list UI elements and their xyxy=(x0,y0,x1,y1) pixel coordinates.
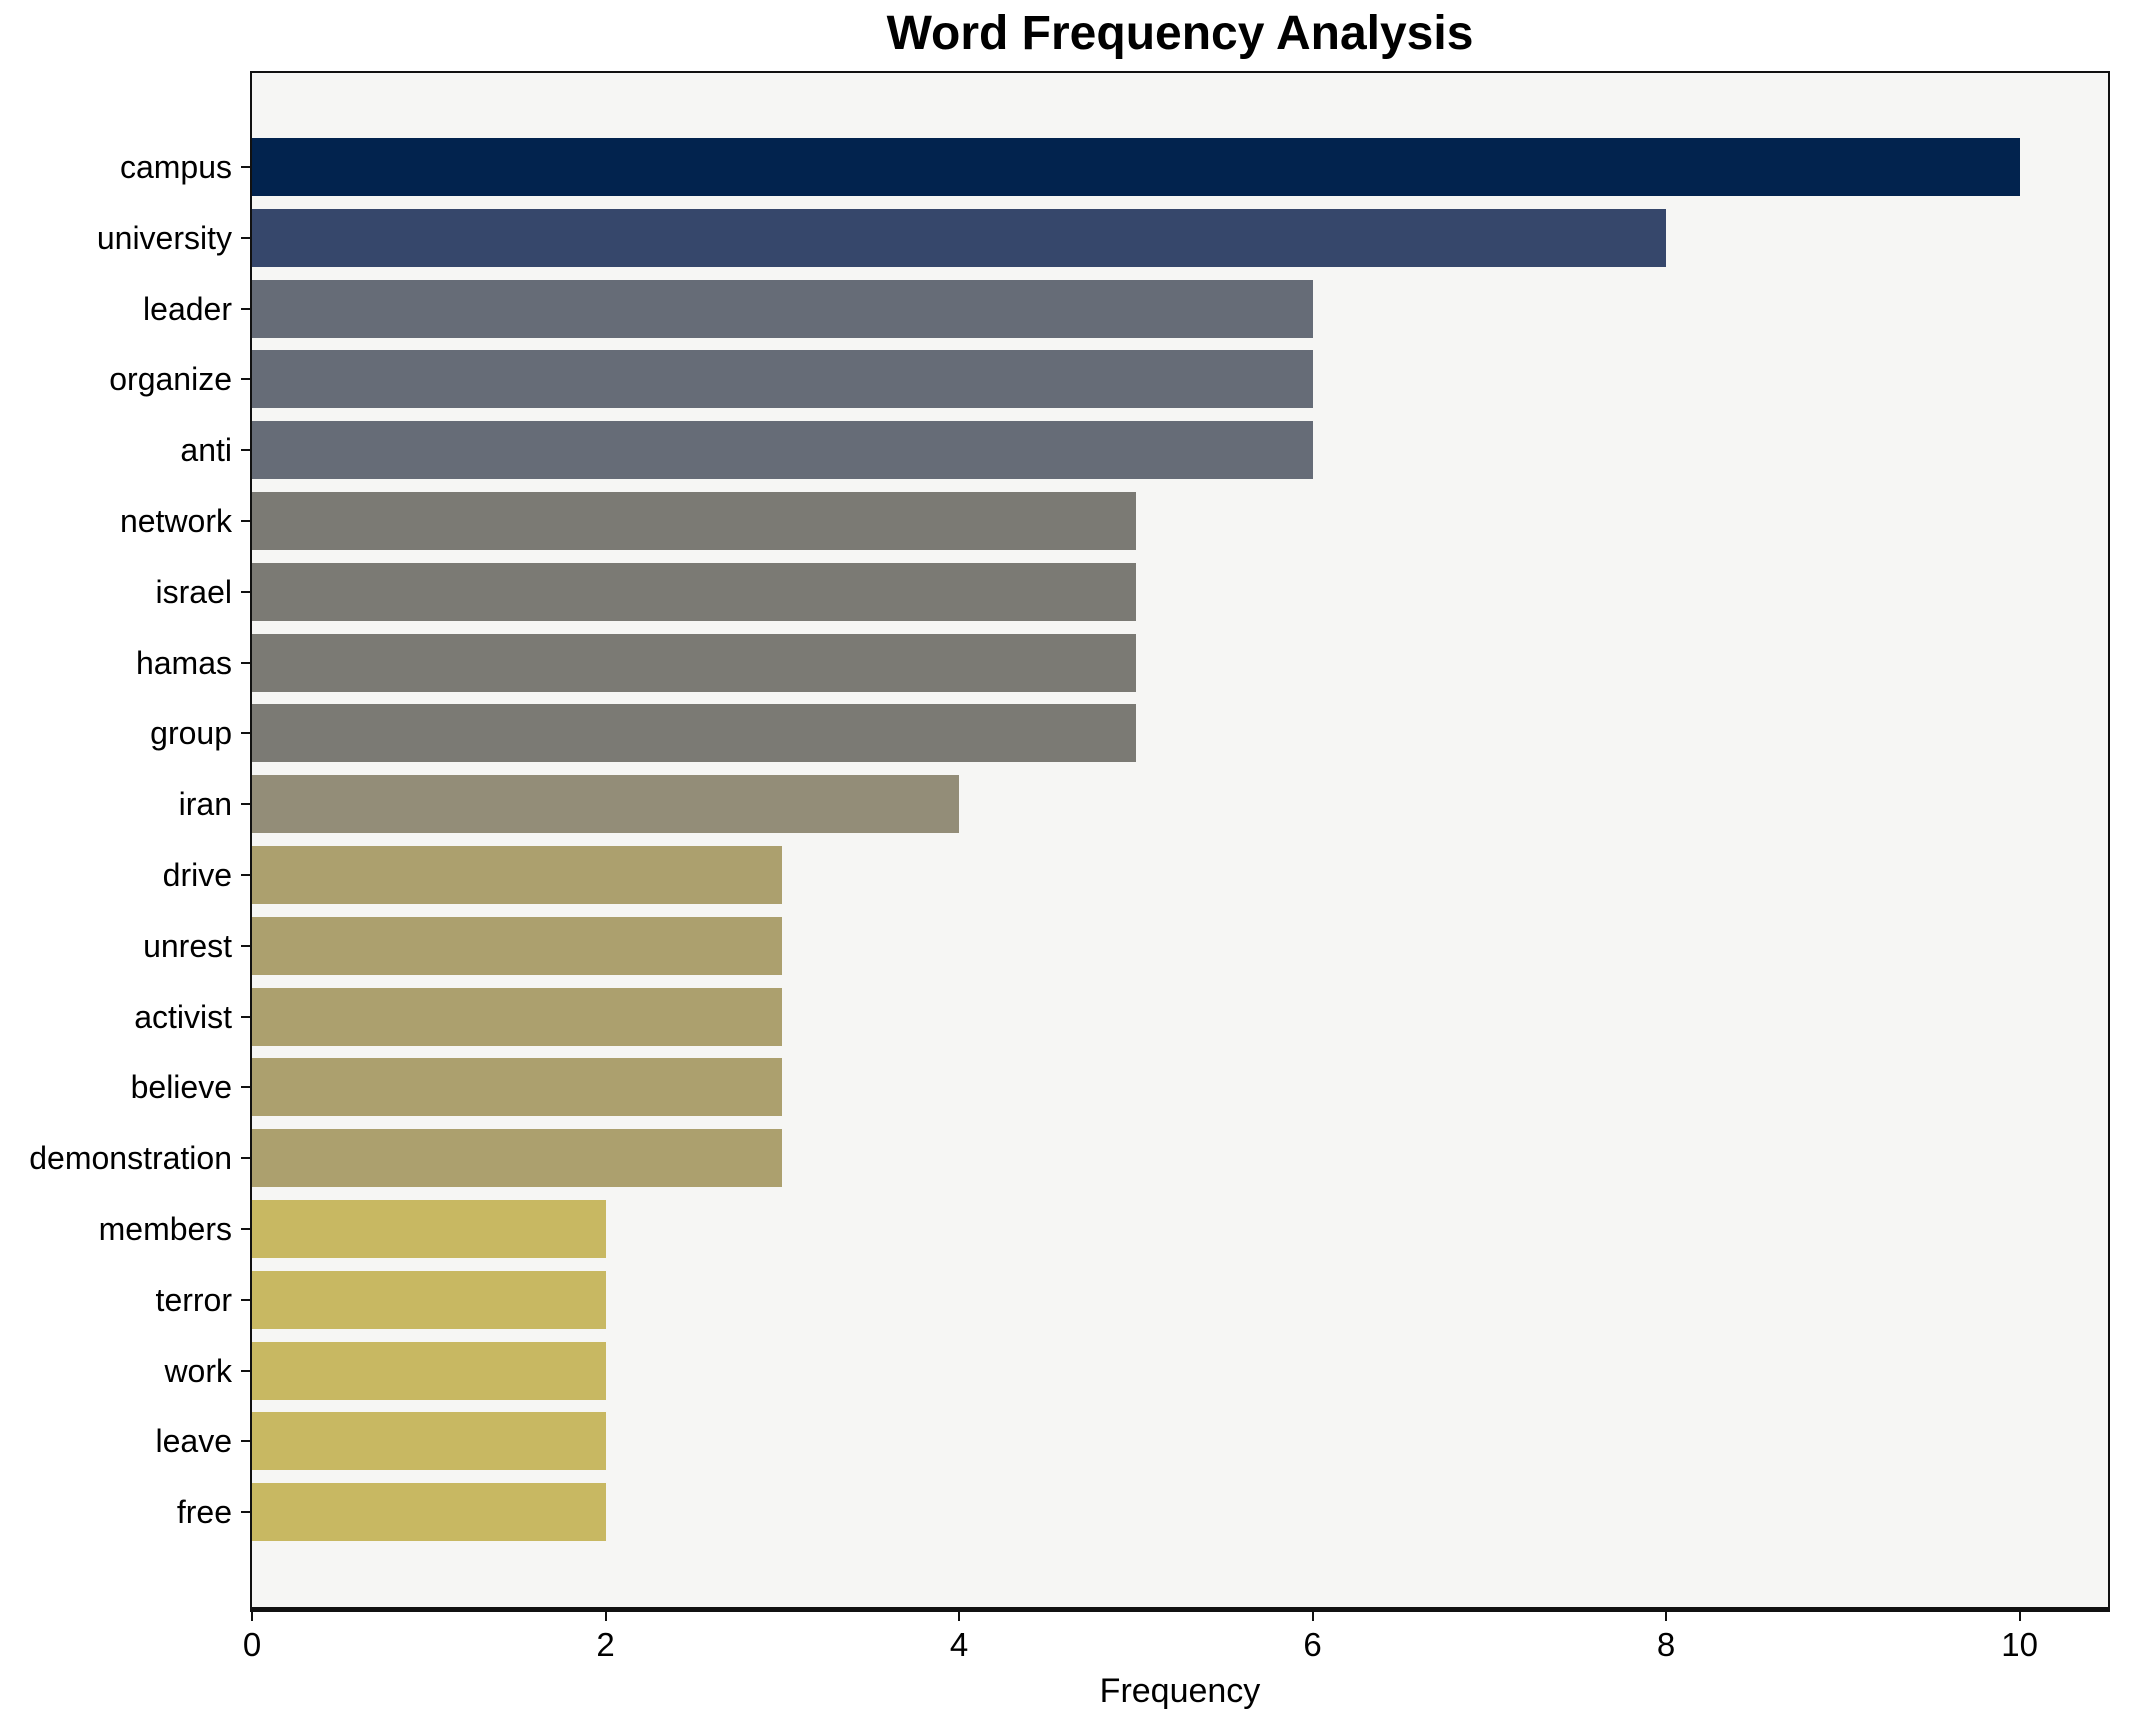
bar-activist xyxy=(252,987,783,1046)
bar-members xyxy=(252,1200,606,1258)
y-tick-mark xyxy=(241,1086,250,1089)
plot-area xyxy=(250,71,2110,1612)
y-tick-mark xyxy=(241,1015,250,1018)
y-tick-mark xyxy=(241,166,250,168)
bar-terror xyxy=(252,1270,606,1329)
bar-work xyxy=(252,1341,606,1400)
y-tick-label-university: university xyxy=(96,219,232,256)
bar-believe xyxy=(252,1058,783,1117)
y-tick-mark xyxy=(241,1157,250,1160)
y-tick-label-unrest: unrest xyxy=(143,927,232,964)
y-tick-mark xyxy=(241,1228,250,1230)
bar-unrest xyxy=(252,916,783,975)
bar-iran xyxy=(252,775,960,834)
y-tick-mark xyxy=(241,236,250,239)
x-tick-label-0: 0 xyxy=(242,1626,262,1663)
y-tick-mark xyxy=(241,449,250,452)
y-tick-label-anti: anti xyxy=(180,432,232,469)
y-tick-mark xyxy=(241,1298,250,1301)
x-tick-label-2: 2 xyxy=(596,1626,615,1663)
y-tick-mark xyxy=(241,520,250,522)
y-tick-label-activist: activist xyxy=(134,998,232,1035)
x-tick-label-6: 6 xyxy=(1303,1626,1322,1663)
y-tick-label-group: group xyxy=(150,715,232,752)
y-tick-label-work: work xyxy=(164,1352,232,1389)
bar-organize xyxy=(252,350,1313,409)
x-tick-label-8: 8 xyxy=(1656,1626,1676,1663)
y-tick-label-believe: believe xyxy=(130,1069,232,1106)
y-tick-label-leave: leave xyxy=(155,1423,233,1460)
y-tick-label-leader: leader xyxy=(143,290,232,327)
x-axis-label: Frequency xyxy=(1099,1672,1261,1710)
y-tick-mark xyxy=(241,944,250,947)
x-tick-mark xyxy=(604,1612,607,1621)
bar-network xyxy=(252,492,1136,550)
bar-drive xyxy=(252,846,783,904)
x-tick-label-4: 4 xyxy=(949,1626,969,1663)
y-tick-mark xyxy=(241,590,250,593)
bar-leader xyxy=(252,279,1313,338)
bar-hamas xyxy=(252,633,1136,692)
x-tick-mark xyxy=(1311,1612,1314,1621)
bar-demonstration xyxy=(252,1129,783,1188)
y-tick-label-terror: terror xyxy=(155,1281,232,1318)
y-tick-mark xyxy=(241,1511,250,1514)
bar-anti xyxy=(252,421,1313,480)
bar-campus xyxy=(252,138,2020,196)
y-tick-label-iran: iran xyxy=(178,786,232,823)
y-tick-mark xyxy=(241,661,250,664)
x-tick-mark xyxy=(958,1612,961,1621)
y-tick-mark xyxy=(241,732,250,735)
bar-university xyxy=(252,208,1667,267)
y-tick-label-hamas: hamas xyxy=(135,644,232,681)
bar-group xyxy=(252,704,1136,763)
y-tick-mark xyxy=(241,1440,250,1443)
y-tick-mark xyxy=(241,1369,250,1372)
x-tick-mark xyxy=(2018,1612,2021,1621)
y-tick-label-network: network xyxy=(119,503,232,539)
bar-leave xyxy=(252,1412,606,1471)
y-tick-mark xyxy=(241,874,250,876)
y-tick-label-organize: organize xyxy=(109,361,232,398)
y-tick-label-free: free xyxy=(176,1494,232,1531)
y-tick-label-demonstration: demonstration xyxy=(29,1140,232,1177)
x-tick-mark xyxy=(1665,1612,1668,1621)
y-tick-label-members: members xyxy=(98,1211,232,1247)
y-tick-label-israel: israel xyxy=(155,573,232,610)
y-tick-mark xyxy=(241,378,250,381)
y-tick-mark xyxy=(241,803,250,806)
bar-israel xyxy=(252,562,1136,621)
y-tick-mark xyxy=(241,307,250,310)
bar-free xyxy=(252,1483,606,1542)
x-tick-mark xyxy=(251,1612,253,1621)
x-tick-label-10: 10 xyxy=(2001,1626,2038,1663)
y-tick-label-drive: drive xyxy=(162,857,232,893)
chart-title: Word Frequency Analysis xyxy=(886,7,1474,60)
y-tick-label-campus: campus xyxy=(119,149,232,185)
